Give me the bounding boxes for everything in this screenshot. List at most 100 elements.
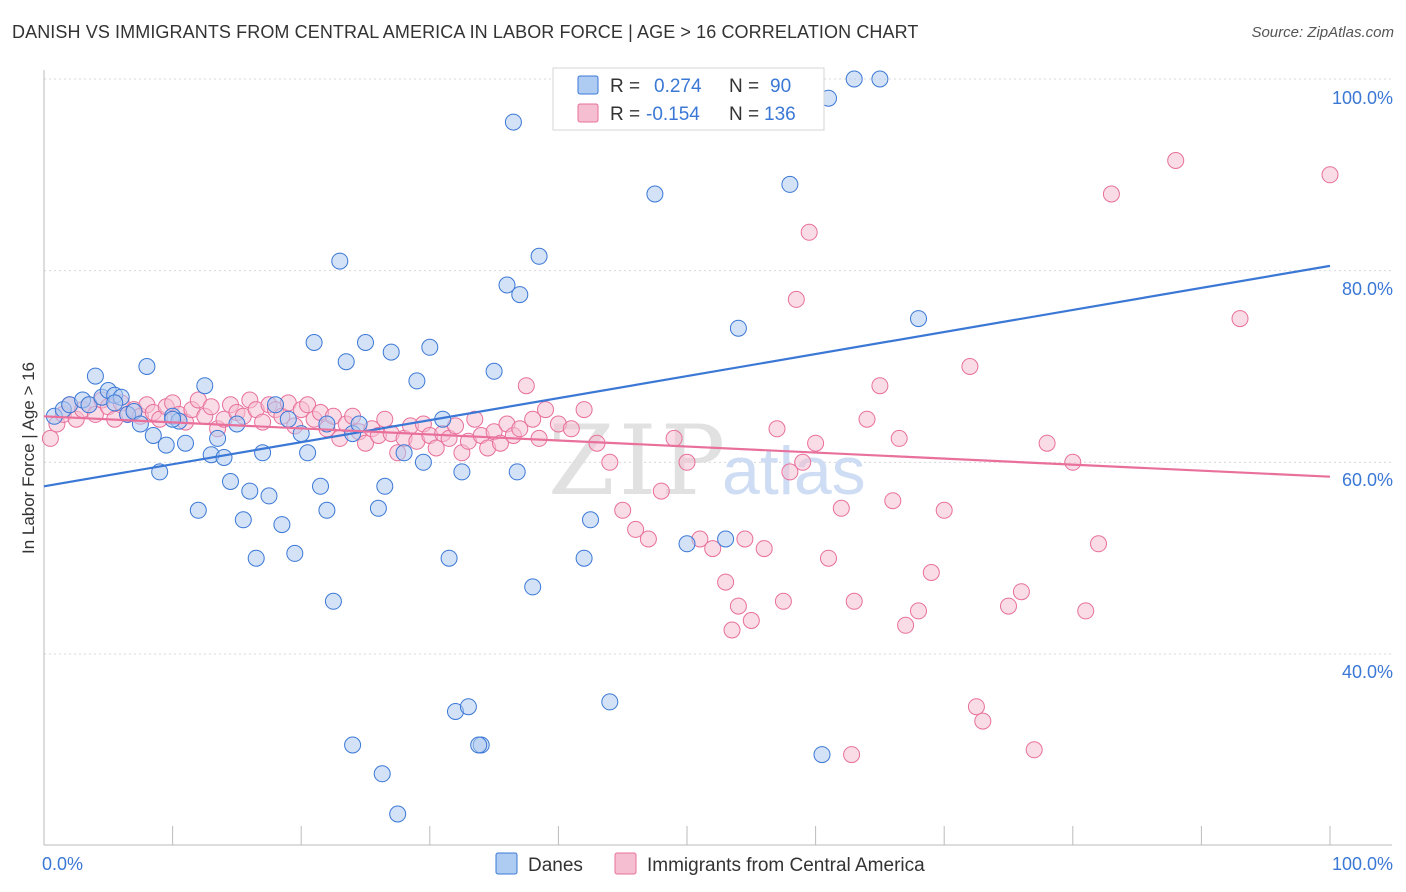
immigrants-point-84 xyxy=(627,520,645,538)
danes-point-71 xyxy=(646,185,664,203)
danes-point-61 xyxy=(498,276,516,294)
immigrants-point-126 xyxy=(723,621,741,639)
danes-point-80 xyxy=(871,70,889,88)
danes-point-73 xyxy=(678,535,696,553)
danes-point-84 xyxy=(389,805,407,823)
y-axis-label: In Labor Force | Age > 16 xyxy=(19,362,38,554)
danes-point-20 xyxy=(189,501,207,519)
watermark: ZIP atlas xyxy=(548,405,866,517)
danes-point-46 xyxy=(357,334,374,351)
y-tick-label-100: 100.0% xyxy=(1332,88,1393,108)
immigrants-point-119 xyxy=(1102,185,1120,203)
chart-title: DANISH VS IMMIGRANTS FROM CENTRAL AMERIC… xyxy=(12,22,919,42)
danes-trend-line xyxy=(43,264,1331,488)
danes-point-42 xyxy=(331,252,349,270)
immigrants-point-40 xyxy=(299,396,317,414)
legend-immigrants-label: Immigrants from Central America xyxy=(647,855,925,876)
immigrants-point-73 xyxy=(511,420,529,438)
immigrants-point-104 xyxy=(884,492,902,510)
danes-point-47 xyxy=(369,499,387,517)
danes-point-55 xyxy=(440,549,458,567)
danes-point-77 xyxy=(813,746,831,764)
danes-point-60 xyxy=(485,362,503,380)
danes-point-63 xyxy=(508,463,526,481)
danes-point-5 xyxy=(86,367,104,385)
immigrants-point-127 xyxy=(736,530,754,548)
y-tick-label-80: 80.0% xyxy=(1342,279,1393,299)
immigrants-point-66 xyxy=(466,410,484,428)
immigrants-point-74 xyxy=(517,377,535,395)
immigrants-point-80 xyxy=(575,401,593,419)
immigrants-point-95 xyxy=(768,420,786,438)
immigrants-point-128 xyxy=(774,592,792,610)
immigrants-point-120 xyxy=(1167,152,1185,169)
immigrants-point-85 xyxy=(639,530,657,548)
immigrants-point-90 xyxy=(704,540,722,558)
x-tick-label-0: 0.0% xyxy=(42,854,83,874)
immigrants-point-123 xyxy=(890,429,908,447)
danes-point-88 xyxy=(106,394,124,412)
immigrants-point-117 xyxy=(1077,602,1095,620)
danes-point-43 xyxy=(337,353,355,371)
immigrants-r-label: R = xyxy=(610,104,640,125)
immigrants-point-60 xyxy=(427,439,445,457)
danes-point-48 xyxy=(376,477,394,495)
immigrants-point-101 xyxy=(845,592,863,610)
immigrants-point-25 xyxy=(202,398,220,416)
immigrants-point-114 xyxy=(1025,741,1043,759)
immigrants-point-70 xyxy=(492,434,509,452)
immigrants-point-107 xyxy=(922,564,940,581)
immigrants-point-99 xyxy=(820,549,837,567)
immigrants-point-52 xyxy=(376,410,394,428)
stats-legend: R = 0.274 N = 90 R = -0.154 N = 136 xyxy=(552,67,825,131)
immigrants-point-97 xyxy=(794,453,812,471)
danes-point-49 xyxy=(382,343,400,361)
immigrants-point-82 xyxy=(601,453,619,471)
danes-point-34 xyxy=(279,410,297,428)
danes-point-68 xyxy=(582,511,599,529)
danes-point-37 xyxy=(299,444,317,462)
danes-point-40 xyxy=(318,501,336,519)
immigrants-point-75 xyxy=(524,410,542,428)
immigrants-legend-swatch xyxy=(577,103,599,123)
danes-point-41 xyxy=(324,592,342,610)
immigrants-point-109 xyxy=(961,358,979,375)
immigrants-point-86 xyxy=(652,482,670,500)
immigrants-point-92 xyxy=(729,597,747,615)
danes-point-12 xyxy=(131,415,149,433)
danes-point-75 xyxy=(729,319,747,337)
immigrants-point-124 xyxy=(787,290,805,308)
danes-point-86 xyxy=(318,415,336,433)
immigrants-point-0 xyxy=(41,429,59,447)
immigrants-n-value: 136 xyxy=(764,104,796,125)
immigrants-point-108 xyxy=(935,501,953,519)
series-legend: Danes Immigrants from Central America xyxy=(495,852,925,876)
immigrants-point-122 xyxy=(1321,166,1339,184)
immigrants-point-106 xyxy=(910,602,927,620)
immigrants-point-79 xyxy=(562,420,580,438)
immigrants-point-111 xyxy=(974,712,992,730)
immigrants-point-93 xyxy=(742,612,760,629)
danes-point-64 xyxy=(511,286,529,304)
danes-point-69 xyxy=(601,693,619,711)
immigrants-point-112 xyxy=(1000,597,1017,615)
danes-point-82 xyxy=(344,736,362,754)
legend-danes-swatch xyxy=(495,852,518,875)
danes-point-38 xyxy=(305,334,323,351)
immigrants-point-118 xyxy=(1090,535,1107,553)
danes-point-66 xyxy=(530,247,548,265)
immigrants-point-129 xyxy=(843,746,861,764)
danes-point-13 xyxy=(138,358,156,375)
danes-point-14 xyxy=(144,427,162,444)
danes-point-29 xyxy=(247,549,265,567)
danes-point-81 xyxy=(910,310,927,328)
danes-point-31 xyxy=(260,487,278,505)
immigrants-point-121 xyxy=(1231,310,1249,328)
immigrants-point-94 xyxy=(755,540,773,558)
danes-point-28 xyxy=(241,482,259,500)
immigrants-point-91 xyxy=(717,573,735,591)
x-tick-label-100: 100.0% xyxy=(1332,854,1393,874)
danes-point-50 xyxy=(395,444,413,462)
danes-n-value: 90 xyxy=(770,76,791,97)
danes-point-21 xyxy=(196,377,214,395)
